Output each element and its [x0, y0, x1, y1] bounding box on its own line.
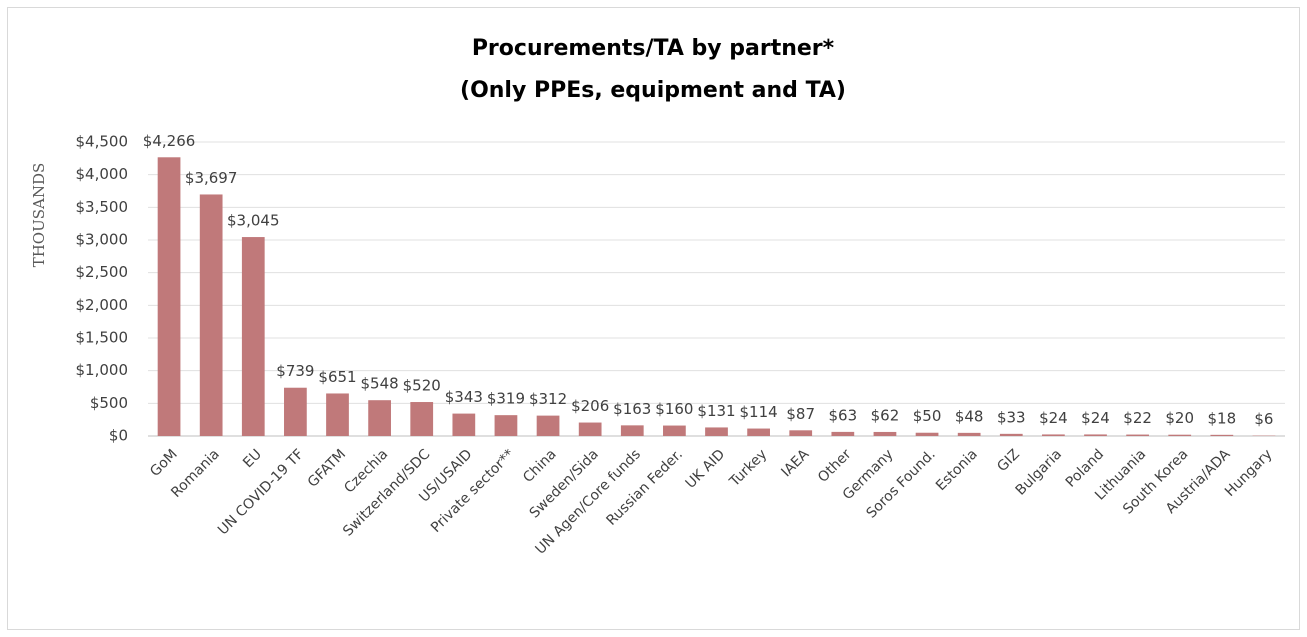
bar — [157, 157, 181, 436]
value-label: $33 — [997, 408, 1026, 426]
value-label: $739 — [276, 362, 314, 380]
chart-subtitle: (Only PPEs, equipment and TA) — [460, 78, 846, 103]
value-label: $20 — [1165, 409, 1194, 427]
value-label: $3,697 — [185, 169, 238, 187]
bar — [1168, 434, 1192, 436]
bar — [1084, 434, 1107, 436]
value-label: $50 — [913, 407, 942, 425]
value-label: $3,045 — [227, 212, 280, 230]
value-label: $6 — [1254, 410, 1273, 428]
value-label: $114 — [740, 403, 778, 421]
value-label: $22 — [1123, 409, 1152, 427]
value-label: $343 — [445, 388, 483, 406]
value-label: $160 — [655, 400, 693, 418]
value-label: $520 — [403, 377, 441, 395]
y-axis-label: THOUSANDS — [30, 163, 48, 268]
y-tick-label: $2,000 — [76, 296, 129, 314]
bar — [410, 402, 434, 436]
y-tick-label: $2,500 — [76, 263, 129, 281]
y-tick-label: $500 — [90, 394, 128, 412]
bar — [494, 415, 518, 436]
bar — [1042, 434, 1065, 436]
bar — [620, 425, 644, 436]
bar — [999, 433, 1023, 436]
chart-border — [7, 7, 1300, 630]
bar — [957, 432, 981, 436]
bar — [578, 422, 602, 436]
bar — [199, 194, 223, 436]
value-label: $63 — [829, 406, 858, 424]
bar — [789, 430, 813, 436]
value-label: $4,266 — [143, 132, 196, 150]
bar — [747, 428, 770, 436]
chart-title: Procurements/TA by partner* — [472, 36, 835, 61]
bar — [241, 237, 265, 436]
value-label: $206 — [571, 397, 609, 415]
bar — [705, 427, 728, 436]
bar — [873, 431, 897, 436]
bar — [1210, 434, 1234, 436]
value-label: $319 — [487, 390, 525, 408]
bar — [915, 432, 939, 436]
value-label: $24 — [1081, 409, 1110, 427]
value-label: $87 — [786, 405, 815, 423]
bar — [368, 400, 391, 436]
bar — [831, 431, 855, 436]
value-label: $62 — [871, 406, 900, 424]
bar — [536, 415, 560, 436]
bar — [284, 387, 307, 436]
value-label: $131 — [697, 402, 735, 420]
y-tick-label: $4,500 — [76, 133, 129, 151]
bar — [663, 425, 686, 436]
y-tick-label: $3,500 — [76, 198, 129, 216]
value-label: $24 — [1039, 409, 1068, 427]
y-tick-label: $1,000 — [76, 361, 129, 379]
y-tick-label: $1,500 — [76, 329, 129, 347]
y-tick-label: $4,000 — [76, 165, 129, 183]
bar — [326, 393, 349, 436]
value-label: $48 — [955, 407, 984, 425]
value-label: $548 — [361, 375, 399, 393]
y-tick-label: $0 — [109, 427, 128, 445]
bar — [1126, 434, 1149, 436]
y-tick-label: $3,000 — [76, 231, 129, 249]
value-label: $651 — [318, 368, 356, 386]
bar — [452, 413, 476, 436]
value-label: $18 — [1208, 409, 1237, 427]
value-label: $312 — [529, 390, 567, 408]
value-label: $163 — [613, 400, 651, 418]
